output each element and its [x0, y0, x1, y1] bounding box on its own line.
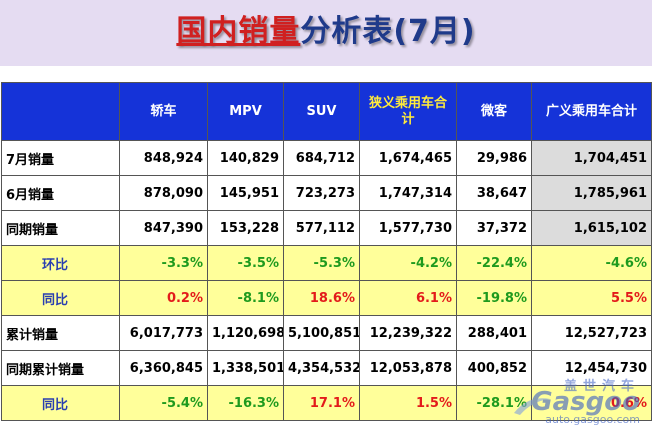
table-cell: -22.4%: [456, 245, 532, 281]
table-cell: 878,090: [119, 175, 208, 211]
table-cell: -5.4%: [119, 385, 208, 421]
row-label: 同期销量: [1, 210, 120, 246]
table-cell: 38,647: [456, 175, 532, 211]
table-cell: 400,852: [456, 350, 532, 386]
table-cell: 1,338,501: [207, 350, 284, 386]
table-row: 同期销量 847,390 153,228 577,112 1,577,730 3…: [1, 210, 652, 246]
table-cell: 847,390: [119, 210, 208, 246]
table-cell: 12,053,878: [359, 350, 457, 386]
table-cell: 723,273: [283, 175, 360, 211]
table-row: 7月销量 848,924 140,829 684,712 1,674,465 2…: [1, 140, 652, 176]
watermark-url: auto.gasgoo.com: [545, 413, 640, 426]
table-row: 同期累计销量 6,360,845 1,338,501 4,354,532 12,…: [1, 350, 652, 386]
header-cell-sedan: 轿车: [119, 82, 208, 141]
table-cell: 1,120,698: [207, 315, 284, 351]
table-cell: 1.5%: [359, 385, 457, 421]
row-label: 累计销量: [1, 315, 120, 351]
table-cell: -3.5%: [207, 245, 284, 281]
table-cell: 6.1%: [359, 280, 457, 316]
table-cell: 12,239,322: [359, 315, 457, 351]
table-cell: -3.3%: [119, 245, 208, 281]
table-cell: 153,228: [207, 210, 284, 246]
table-row: 6月销量 878,090 145,951 723,273 1,747,314 3…: [1, 175, 652, 211]
table-row: 环比 -3.3% -3.5% -5.3% -4.2% -22.4% -4.6%: [1, 245, 652, 281]
table-cell: -19.8%: [456, 280, 532, 316]
table-cell: 848,924: [119, 140, 208, 176]
table-cell: 37,372: [456, 210, 532, 246]
row-label: 6月销量: [1, 175, 120, 211]
header-cell-minivan: 微客: [456, 82, 532, 141]
table-cell: -16.3%: [207, 385, 284, 421]
table-cell: 684,712: [283, 140, 360, 176]
table-cell: 6,360,845: [119, 350, 208, 386]
row-label: 环比: [1, 245, 120, 281]
table-cell: 1,615,102: [531, 210, 652, 246]
table-cell: 1,785,961: [531, 175, 652, 211]
table-row: 同比 -5.4% -16.3% 17.1% 1.5% -28.1% 0.6%: [1, 385, 652, 421]
table-cell: 17.1%: [283, 385, 360, 421]
table-cell: 12,454,730: [531, 350, 652, 386]
title-band: [0, 0, 652, 66]
row-label: 同比: [1, 385, 120, 421]
table-cell: -5.3%: [283, 245, 360, 281]
header-cell-suv: SUV: [283, 82, 360, 141]
table-cell: 1,747,314: [359, 175, 457, 211]
gasgoo-watermark: 盖世汽车 Gasgoo auto.gasgoo.com: [514, 375, 640, 427]
table-cell: 577,112: [283, 210, 360, 246]
table-cell: 29,986: [456, 140, 532, 176]
header-cell-mpv: MPV: [207, 82, 284, 141]
header-cell-narrow-passenger-total: 狭义乘用车合计: [359, 82, 457, 141]
table-cell: 18.6%: [283, 280, 360, 316]
table-cell: 145,951: [207, 175, 284, 211]
table-cell: -4.2%: [359, 245, 457, 281]
table-cell: 1,704,451: [531, 140, 652, 176]
header-cell-corner: [1, 82, 120, 141]
row-label: 同期累计销量: [1, 350, 120, 386]
table-cell: 288,401: [456, 315, 532, 351]
table-cell: 5.5%: [531, 280, 652, 316]
sales-table: 轿车 MPV SUV 狭义乘用车合计 微客 广义乘用车合计 7月销量 848,9…: [1, 82, 652, 421]
title-part-analysis: 分析表(7月): [300, 14, 476, 49]
swoosh-logo-icon: [514, 398, 550, 415]
table-cell: 0.2%: [119, 280, 208, 316]
header-cell-broad-passenger-total: 广义乘用车合计: [531, 82, 652, 141]
table-cell: -4.6%: [531, 245, 652, 281]
table-row: 同比 0.2% -8.1% 18.6% 6.1% -19.8% 5.5%: [1, 280, 652, 316]
title-part-domestic-sales: 国内销量: [176, 14, 301, 49]
table-cell: 1,577,730: [359, 210, 457, 246]
table-cell: 1,674,465: [359, 140, 457, 176]
header-row: 轿车 MPV SUV 狭义乘用车合计 微客 广义乘用车合计: [1, 82, 652, 141]
table-cell: 4,354,532: [283, 350, 360, 386]
page-title: 国内销量分析表(7月): [0, 6, 652, 50]
watermark-brand: Gasgoo: [531, 387, 640, 417]
table-row: 累计销量 6,017,773 1,120,698 5,100,851 12,23…: [1, 315, 652, 351]
table-cell: 5,100,851: [283, 315, 360, 351]
table-cell: 140,829: [207, 140, 284, 176]
table-cell: -8.1%: [207, 280, 284, 316]
table-cell: 12,527,723: [531, 315, 652, 351]
table-cell: 6,017,773: [119, 315, 208, 351]
watermark-chinese: 盖世汽车: [563, 379, 640, 394]
row-label: 7月销量: [1, 140, 120, 176]
row-label: 同比: [1, 280, 120, 316]
